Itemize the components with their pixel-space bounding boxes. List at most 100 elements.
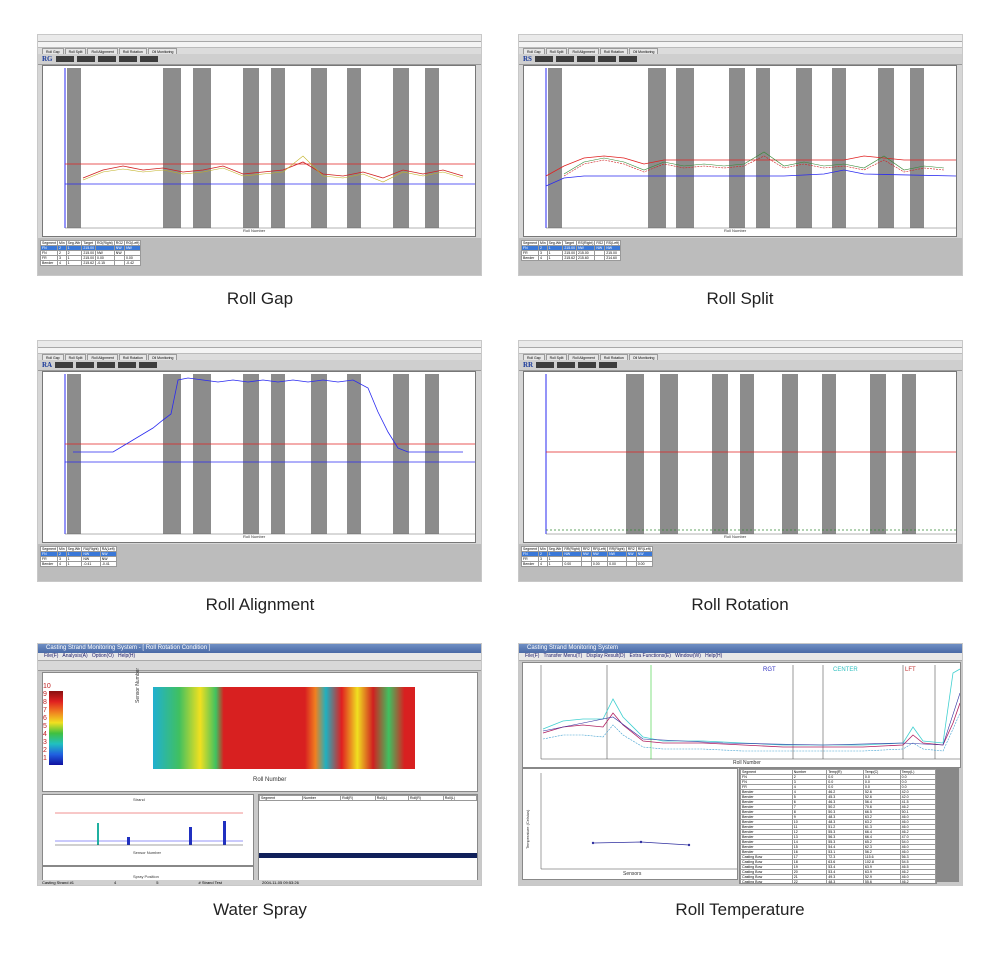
tab-oil-monitoring[interactable]: Oil Monitoring [628, 48, 659, 54]
table-row[interactable]: Bender 4 1 215.62 -0.15 -0.42 [39, 260, 142, 266]
table-cell: -0.41 [81, 561, 101, 567]
tab-roll-gap[interactable]: Roll Gap [523, 354, 545, 360]
menu-window[interactable]: Window(W) [675, 653, 701, 659]
table-cell [113, 260, 126, 266]
menu-file[interactable]: File(F) [525, 653, 540, 659]
water-spray-x-axis: Roll Number [253, 777, 287, 783]
table-row[interactable]: Bender 11 51.2 61.3 46.0 [740, 824, 936, 830]
table-row: Segment Number Temp(R) Temp(C) Temp(L) [740, 769, 936, 775]
tab-roll-split[interactable]: Roll Split [545, 48, 568, 54]
tab-roll-gap[interactable]: Roll Gap [42, 354, 64, 360]
roll-temperature-bottom-chart: Sensors Temperature (Celsius) [522, 768, 738, 880]
table-header: RS(Left) [604, 240, 622, 246]
tab-roll-split[interactable]: Roll Split [64, 354, 87, 360]
table-cell: 48.3 [826, 879, 864, 883]
menu-file[interactable]: File(F) [44, 653, 59, 659]
table-row[interactable]: FN 2 0.0 0.0 0.0 [740, 774, 936, 780]
table-row[interactable]: Casting Bow 18 63.6 102.8 54.5 [740, 859, 936, 865]
table-row[interactable]: FN 2 1 215.00 NW NW [39, 245, 142, 251]
table-row[interactable]: Bender 4 1 0.00 0.00 0.00 0.00 [520, 561, 653, 567]
tab-roll-rotation[interactable]: Roll Rotation [118, 48, 147, 54]
toolbar-button[interactable] [118, 362, 137, 368]
roll-temperature-scrollbar[interactable] [937, 768, 959, 882]
table-row[interactable]: Casting Bow 22 48.3 55.6 46.2 [740, 879, 936, 883]
toolbar-button[interactable] [599, 362, 618, 368]
roll-split-screenshot: Roll Gap Roll Split Roll Alignment Roll … [518, 34, 963, 276]
tab-oil-monitoring[interactable]: Oil Monitoring [628, 354, 659, 360]
toolbar-button[interactable] [76, 362, 95, 368]
table-header: Min [538, 240, 548, 246]
roll-rotation-chart: Roll Number [523, 371, 957, 543]
table-header: Segment [39, 546, 59, 552]
data-point [591, 841, 595, 845]
toolbar-button[interactable] [536, 362, 555, 368]
roll-rotation-chart-svg [545, 374, 956, 535]
tab-roll-alignment[interactable]: Roll Alignment [568, 48, 599, 54]
toolbar-button[interactable] [76, 56, 95, 62]
table-row[interactable]: FR 3 1 [520, 556, 653, 562]
toolbar-button[interactable] [597, 56, 616, 62]
toolbar-button[interactable] [618, 56, 637, 62]
table-row[interactable]: Bender 9 48.3 63.2 46.0 [740, 814, 936, 820]
table-header: Segment [259, 795, 303, 801]
series-line [542, 702, 961, 748]
table-cell: 215.00 [81, 250, 97, 256]
toolbar-button[interactable] [139, 56, 158, 62]
toolbar-button[interactable] [576, 56, 595, 62]
roll-gap-logo: RG [42, 55, 53, 63]
toolbar-button[interactable] [118, 56, 137, 62]
menu-extra-functions[interactable]: Extra Functions(E) [629, 653, 671, 659]
toolbar-button[interactable] [55, 362, 74, 368]
tab-roll-split[interactable]: Roll Split [64, 48, 87, 54]
tab-roll-split[interactable]: Roll Split [545, 354, 568, 360]
tab-roll-alignment[interactable]: Roll Alignment [87, 48, 118, 54]
toolbar-button[interactable] [139, 362, 158, 368]
toolbar-button[interactable] [55, 56, 74, 62]
roll-alignment-table: Segment Min Seg.Wtr RA(Right) RA(Left) F… [39, 546, 117, 567]
toolbar-button[interactable] [534, 56, 553, 62]
table-row[interactable]: Bender 5 45.3 52.6 42.0 [740, 794, 936, 800]
table-row[interactable]: Bender 4 1 215.62 215.60 214.60 [520, 255, 622, 261]
table-row[interactable]: FR 3 1 215.00 215.00 215.00 [520, 250, 622, 256]
table-cell: -0.42 [123, 260, 142, 266]
toolbar-button[interactable] [578, 362, 597, 368]
tab-roll-rotation[interactable]: Roll Rotation [599, 354, 628, 360]
table-row[interactable]: FN 2 1 NW NW NW NW NW NW [520, 551, 653, 557]
tab-roll-alignment[interactable]: Roll Alignment [568, 354, 599, 360]
roll-gap-chart: Roll Number [42, 65, 476, 237]
toolbar-button[interactable] [97, 56, 116, 62]
table-header: Number [301, 795, 342, 801]
table-row[interactable]: FN 2 2 215.00 NW NW [39, 250, 142, 256]
toolbar-button[interactable] [97, 362, 116, 368]
tab-roll-rotation[interactable]: Roll Rotation [118, 354, 147, 360]
toolbar-button[interactable] [555, 56, 574, 62]
table-row[interactable]: FR 3 1 NW NW [39, 556, 117, 562]
tab-oil-monitoring[interactable]: Oil Monitoring [147, 354, 178, 360]
toolbar-button[interactable] [557, 362, 576, 368]
tab-roll-gap[interactable]: Roll Gap [523, 48, 545, 54]
tab-roll-gap[interactable]: Roll Gap [42, 48, 64, 54]
status-item: 4 [114, 880, 117, 885]
segment-band [347, 374, 361, 534]
heatmap [153, 687, 415, 769]
table-row[interactable]: Bender 16 53.1 56.2 46.0 [740, 849, 936, 855]
menu-transfer[interactable]: Transfer Menu(T) [543, 653, 583, 659]
segment-band [756, 68, 770, 228]
tab-oil-monitoring[interactable]: Oil Monitoring [147, 48, 178, 54]
caption-roll-alignment: Roll Alignment [205, 595, 315, 614]
table-row[interactable]: Bender 4 1 -0.41 -0.41 [39, 561, 117, 567]
sensor-bar [223, 821, 226, 845]
table-row[interactable]: FN 2 1 215.00 NW NW NW [520, 245, 622, 251]
menu-display-result[interactable]: Display Result(D) [586, 653, 626, 659]
menu-help[interactable]: Help(H) [117, 653, 136, 659]
table-row[interactable]: Bender 4 46.2 52.6 42.0 [740, 789, 936, 795]
tab-roll-rotation[interactable]: Roll Rotation [599, 48, 628, 54]
menu-help[interactable]: Help(H) [705, 653, 723, 659]
menu-option[interactable]: Option(O) [91, 653, 114, 659]
menu-analysis[interactable]: Analysis(A) [62, 653, 88, 659]
roll-gap-menubar [38, 42, 481, 48]
table-cell: 22 [791, 879, 828, 883]
selected-row[interactable] [259, 853, 477, 858]
table-row[interactable]: Casting Bow 21 49.3 52.9 46.0 [740, 874, 936, 880]
tab-roll-alignment[interactable]: Roll Alignment [87, 354, 118, 360]
